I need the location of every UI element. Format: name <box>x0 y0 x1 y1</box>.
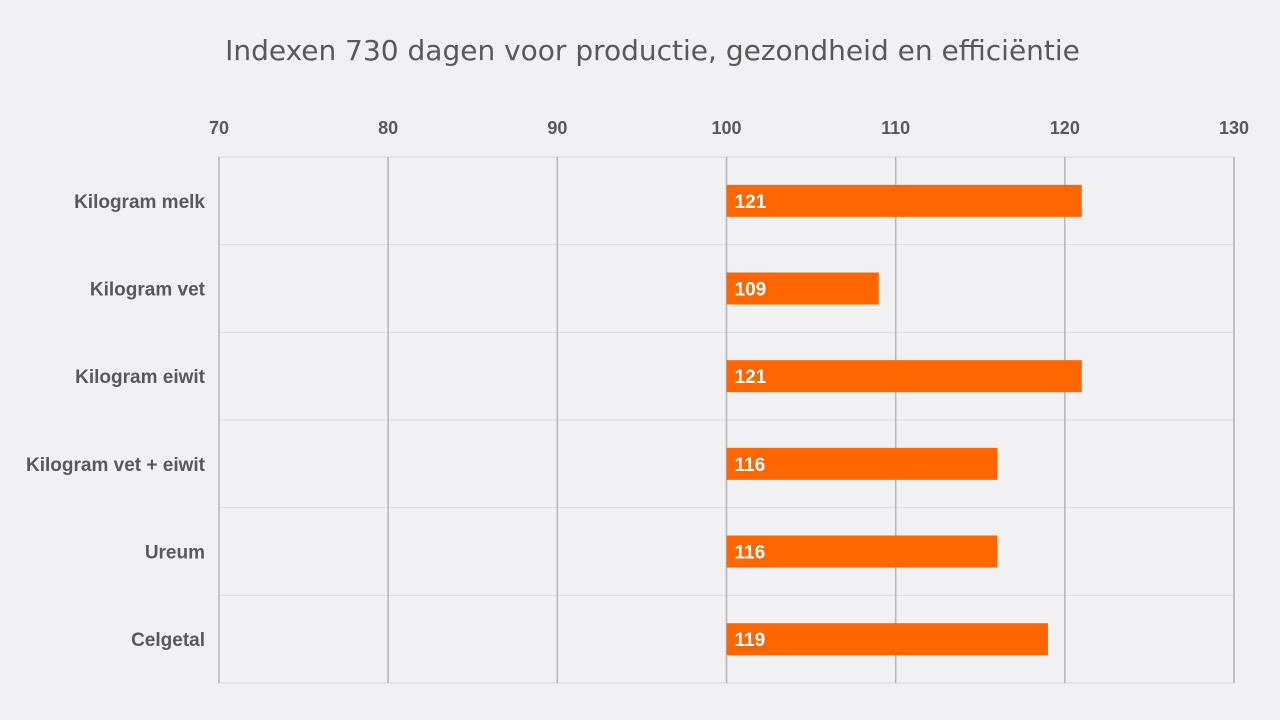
bar <box>726 623 1048 656</box>
category-label: Kilogram melk <box>74 192 205 213</box>
category-label: Ureum <box>145 543 205 564</box>
data-labels: 121 109 121 116 116 119 <box>735 192 767 651</box>
category-label: Kilogram eiwit <box>75 367 206 388</box>
bar <box>726 184 1082 217</box>
x-tick-label: 110 <box>881 118 910 138</box>
category-label: Celgetal <box>131 630 205 651</box>
data-label: 121 <box>735 367 767 388</box>
category-label: Kilogram vet <box>90 280 206 301</box>
x-tick-label: 80 <box>378 118 398 138</box>
x-axis-ticks: 70 80 90 100 110 120 130 <box>209 118 1249 138</box>
x-tick-label: 90 <box>547 118 567 138</box>
bars <box>726 184 1082 656</box>
x-tick-label: 70 <box>209 118 229 138</box>
bar <box>726 447 998 480</box>
data-label: 116 <box>735 455 766 476</box>
data-label: 109 <box>735 280 767 301</box>
x-tick-label: 100 <box>711 118 741 138</box>
bar <box>726 535 998 568</box>
data-label: 121 <box>735 192 767 213</box>
data-label: 119 <box>735 630 766 651</box>
bar <box>726 272 879 305</box>
x-tick-label: 120 <box>1050 118 1080 138</box>
chart-title: Indexen 730 dagen voor productie, gezond… <box>225 34 1080 67</box>
grid-lines <box>218 156 1235 684</box>
data-label: 116 <box>735 543 766 564</box>
category-label: Kilogram vet + eiwit <box>26 455 206 476</box>
category-labels: Kilogram melk Kilogram vet Kilogram eiwit K… <box>26 192 206 651</box>
bar <box>726 360 1082 393</box>
x-tick-label: 130 <box>1219 118 1249 138</box>
